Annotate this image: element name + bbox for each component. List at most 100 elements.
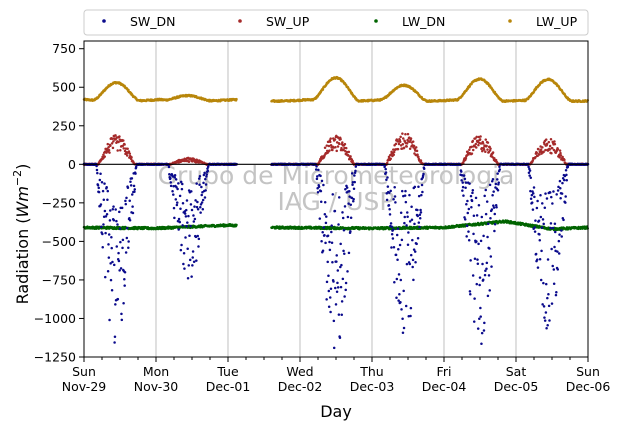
sw-dn-point [119,267,123,270]
y-tick-label: −1000 [34,311,76,326]
sw-dn-point [205,175,208,178]
sw-dn-point [173,173,177,177]
sw-dn-point [536,199,539,203]
sw-dn-point [134,172,137,175]
sw-up-point [401,132,404,135]
sw-dn-point [409,314,412,318]
sw-dn-point [133,190,136,194]
sw-dn-point [323,233,326,237]
sw-dn-point [552,190,555,193]
sw-dn-point [498,168,502,171]
legend-label: LW_DN [402,14,445,29]
sw-up-point [347,150,351,154]
sw-dn-point [182,262,185,266]
sw-dn-point [320,240,323,243]
sw-dn-point [489,216,492,220]
x-tick-date-label: Nov-29 [62,379,107,394]
sw-dn-point [320,179,324,183]
sw-up-point [340,146,343,150]
sw-dn-point [336,281,339,285]
sw-dn-point [191,264,194,267]
sw-dn-point [490,208,494,211]
sw-dn-point [96,171,99,175]
sw-up-point [470,152,474,155]
sw-dn-point [405,224,408,227]
sw-up-point [125,154,129,157]
sw-dn-point [391,237,395,240]
sw-up-point [399,135,402,139]
sw-dn-point [488,247,491,250]
sw-up-point [122,139,125,142]
sw-dn-point [557,252,561,255]
sw-dn-point [112,205,115,208]
sw-dn-point [109,278,113,282]
sw-dn-point [115,219,118,223]
sw-dn-point [475,282,479,286]
sw-dn-point [125,226,129,230]
sw-up-point [409,137,413,140]
sw-dn-point [109,209,112,212]
sw-dn-point [482,234,485,238]
sw-dn-point [114,303,117,306]
sw-dn-point [334,286,337,290]
sw-dn-point [113,341,116,344]
sw-dn-point [548,191,552,194]
sw-dn-point [496,189,500,192]
sw-dn-point [480,331,484,335]
sw-dn-point [120,318,124,322]
sw-dn-point [330,230,333,234]
sw-dn-point [347,202,350,205]
sw-dn-point [539,193,542,197]
sw-dn-point [417,221,421,224]
sw-dn-point [118,210,121,214]
sw-dn-point [544,311,548,314]
sw-dn-point [470,205,473,209]
sw-dn-point [336,286,340,289]
sw-dn-point [540,226,544,229]
sw-dn-point [536,266,540,269]
x-tick-date-label: Dec-04 [422,379,467,394]
sw-dn-point [343,205,347,208]
sw-up-point [411,140,415,143]
sw-dn-point [416,237,420,240]
sw-up-point [349,155,352,158]
sw-dn-point [389,189,392,193]
sw-up-point [111,146,115,150]
sw-dn-point [325,280,329,284]
sw-dn-point [131,205,134,208]
sw-dn-point [483,194,486,198]
sw-dn-point [406,215,409,219]
sw-dn-point [332,346,336,350]
sw-dn-point [103,275,107,279]
sw-dn-point [95,168,99,172]
sw-dn-point [341,216,345,220]
sw-dn-point [123,277,126,281]
sw-dn-point [391,228,395,231]
sw-dn-point [464,186,467,190]
sw-dn-point [193,205,196,208]
sw-up-point [539,148,543,151]
sw-dn-point [400,189,404,193]
sw-dn-point [411,265,414,269]
sw-dn-point [178,194,182,198]
sw-dn-point [564,169,568,172]
sw-dn-point [545,197,549,200]
sw-up-point [343,142,347,146]
sw-dn-point [403,221,406,225]
sw-dn-point [395,233,399,237]
sw-dn-point [482,329,486,332]
sw-dn-point [204,189,207,192]
sw-dn-point [410,205,413,209]
sw-dn-point [462,174,466,177]
sw-dn-point [408,193,411,197]
sw-dn-point [463,218,467,221]
sw-up-point [486,148,489,151]
sw-up-point [344,146,348,150]
sw-dn-point [204,183,208,186]
sw-dn-point [106,269,110,273]
legend-marker [374,19,378,23]
sw-up-point [485,144,488,148]
sw-dn-point [413,185,417,189]
sw-dn-point [349,230,352,233]
